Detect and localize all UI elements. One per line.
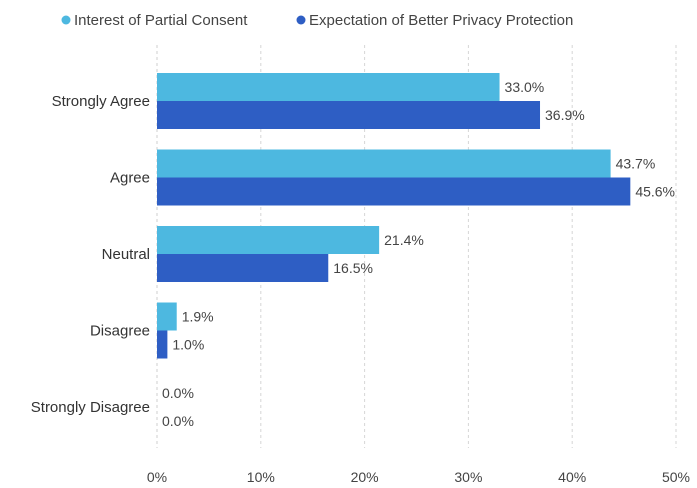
data-label-expectation-of-better-privacy-protection-strongly-disagree: 0.0% <box>162 413 194 429</box>
x-tick-label: 10% <box>247 469 275 485</box>
bar-interest-of-partial-consent-neutral <box>157 226 380 254</box>
legend-label-interest-of-partial-consent: Interest of Partial Consent <box>74 12 248 29</box>
x-tick-label: 40% <box>558 469 586 485</box>
x-tick-label: 30% <box>454 469 482 485</box>
x-tick-label: 50% <box>662 469 690 485</box>
category-label-disagree: Disagree <box>90 323 150 340</box>
category-label-neutral: Neutral <box>102 246 150 263</box>
bar-expectation-of-better-privacy-protection-strongly-agree <box>157 101 541 129</box>
bar-interest-of-partial-consent-disagree <box>157 302 177 331</box>
category-label-strongly-disagree: Strongly Disagree <box>31 399 150 416</box>
bar-expectation-of-better-privacy-protection-agree <box>157 177 631 206</box>
category-label-agree: Agree <box>110 170 150 187</box>
data-label-expectation-of-better-privacy-protection-disagree: 1.0% <box>172 337 204 353</box>
data-label-interest-of-partial-consent-disagree: 1.9% <box>182 309 214 325</box>
legend-label-expectation-of-better-privacy-protection: Expectation of Better Privacy Protection <box>309 12 573 29</box>
data-label-interest-of-partial-consent-strongly-disagree: 0.0% <box>162 385 194 401</box>
data-label-expectation-of-better-privacy-protection-strongly-agree: 36.9% <box>545 107 585 123</box>
bars <box>157 73 631 359</box>
bar-interest-of-partial-consent-strongly-agree <box>157 73 500 101</box>
bar-expectation-of-better-privacy-protection-neutral <box>157 254 329 282</box>
x-tick-label: 0% <box>147 469 167 485</box>
data-label-expectation-of-better-privacy-protection-neutral: 16.5% <box>333 260 373 276</box>
legend: Interest of Partial Consent Expectation … <box>61 12 573 29</box>
x-tick-label: 20% <box>351 469 379 485</box>
bar-expectation-of-better-privacy-protection-disagree <box>157 330 168 359</box>
legend-marker-expectation-of-better-privacy-protection <box>296 15 306 25</box>
data-label-interest-of-partial-consent-neutral: 21.4% <box>384 232 424 248</box>
legend-marker-interest-of-partial-consent <box>61 15 71 25</box>
category-label-strongly-agree: Strongly Agree <box>52 93 150 110</box>
category-labels: Strongly Agree Agree Neutral Disagree Strong… <box>31 93 150 416</box>
data-label-interest-of-partial-consent-strongly-agree: 33.0% <box>505 79 545 95</box>
value-labels: 33.0%36.9% 43.7% 45.6% 21.4% 16.5% 1.9% 1.0% 0.… <box>162 79 675 429</box>
data-label-expectation-of-better-privacy-protection-agree: 45.6% <box>635 184 675 200</box>
tick-labels: 0% 10% 20% 30% 40% 50% <box>147 469 690 485</box>
data-label-interest-of-partial-consent-agree: 43.7% <box>616 156 656 172</box>
bar-interest-of-partial-consent-agree <box>157 149 611 178</box>
